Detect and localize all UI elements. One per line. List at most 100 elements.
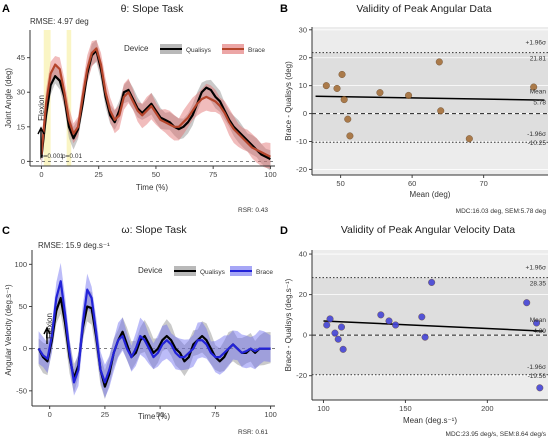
- panel-a-flexion-arrow: [37, 126, 45, 158]
- panel-letter-c: C: [2, 225, 10, 237]
- panel-b-lower-name: -1.96σ: [527, 131, 546, 138]
- panel-a-pval-1: p=0.001: [40, 153, 64, 160]
- panel-a-xtick-label-2: 50: [152, 170, 160, 179]
- panel-a-xlabel: Time (%): [136, 183, 168, 192]
- panel-c-flexion-label: Flexion: [45, 313, 54, 339]
- panel-d-ytick-label-0: -20: [296, 371, 307, 380]
- panel-d-point-7: [385, 317, 393, 325]
- panel-letter-a: A: [2, 3, 10, 15]
- panel-d-point-2: [331, 329, 339, 337]
- panel-c-title: ω: Slope Task: [121, 224, 187, 236]
- panel-a-xtick-label-1: 25: [95, 170, 103, 179]
- panel-d-footer: MDC:23.95 deg/s, SEM:8.64 deg/s: [446, 431, 547, 438]
- panel-c-ytick-label-0: -50: [16, 386, 27, 395]
- panel-b-point-2: [338, 70, 346, 78]
- panel-b-point-5: [346, 132, 354, 140]
- panel-a-legend-qualisys: Qualisys: [186, 47, 212, 54]
- panel-b-xtick-label-1: 60: [408, 179, 416, 188]
- panel-a-band-brace: [41, 40, 271, 169]
- panel-b-ytick-label-4: 20: [299, 53, 307, 62]
- panel-c-ytick-label-2: 50: [19, 302, 27, 311]
- panel-c-ylabel: Angular Velocity (deg.s⁻¹): [4, 284, 13, 376]
- panel-d-point-3: [334, 335, 342, 343]
- panel-d-point-5: [339, 345, 347, 353]
- panel-b-lower-value: -10.25: [528, 140, 547, 147]
- panel-c: C ω: Slope Task RMSE: 15.9 deg.s⁻¹ 0 25 50…: [2, 224, 277, 436]
- panel-d-xtick-label-0: 100: [317, 404, 330, 413]
- panel-b-point-3: [340, 96, 348, 104]
- panel-a-marks: 0 25 50 75 100 0 15 30 45: [17, 30, 277, 179]
- panel-c-xtick-label-1: 25: [101, 410, 109, 419]
- panel-a-xtick-label-4: 100: [264, 170, 277, 179]
- panel-a-title: θ: Slope Task: [121, 3, 185, 15]
- panel-d-upper-name: +1.96σ: [526, 265, 546, 272]
- panel-a-rmse: RMSE: 4.97 deg: [30, 17, 89, 26]
- panel-b-point-1: [333, 84, 341, 92]
- panel-letter-b: B: [280, 3, 288, 15]
- panel-b-xtick-label-2: 70: [479, 179, 487, 188]
- panel-d-mean-value: 4.39: [533, 328, 546, 335]
- panel-c-band-brace: [38, 262, 271, 398]
- panel-c-marks: 0 25 50 75 100 -50 0 50 100: [14, 250, 277, 419]
- panel-a-band-qualisys: [41, 39, 271, 171]
- panel-c-xtick-label-3: 75: [211, 410, 219, 419]
- panel-b-ytick-label-5: 30: [299, 25, 307, 34]
- panel-a-ytick-label-1: 15: [17, 122, 25, 131]
- panel-a-flexion-label: Flexion: [37, 95, 46, 121]
- panel-a-xtick-label-3: 75: [209, 170, 217, 179]
- panel-b-regression-line: [315, 95, 545, 101]
- panel-d-point-6: [377, 311, 385, 319]
- panel-b-upper-value: 21.81: [530, 56, 547, 63]
- panel-d-ytick-label-1: 0: [303, 331, 307, 340]
- panel-d-point-10: [421, 333, 429, 341]
- panel-b-footer: MDC:16.03 deg, SEM:5.78 deg: [456, 208, 547, 215]
- panel-d-ytick-label-3: 40: [299, 250, 307, 259]
- panel-a-legend-title: Device: [124, 44, 149, 53]
- panel-a-ytick-label-3: 45: [17, 53, 25, 62]
- panel-b-point-4: [344, 115, 352, 123]
- panel-a-legend-brace: Brace: [248, 47, 265, 54]
- panel-c-ytick-label-3: 100: [14, 260, 27, 269]
- panel-d-ytick-label-2: 20: [299, 290, 307, 299]
- panel-d-xtick-label-1: 150: [399, 404, 412, 413]
- panel-d-title: Validity of Peak Angular Velocity Data: [341, 224, 515, 236]
- panel-b-upper-name: +1.96σ: [526, 40, 546, 47]
- panel-b-point-8: [435, 58, 443, 66]
- panel-c-line-brace: [37, 280, 271, 384]
- panel-b-lower-region: [312, 142, 548, 175]
- panel-d-point-8: [392, 321, 400, 329]
- panel-c-xtick-label-4: 100: [264, 410, 277, 419]
- panel-d: D Validity of Peak Angular Velocity Data…: [280, 224, 548, 438]
- panel-a-rsr: RSR: 0.43: [238, 207, 268, 214]
- panel-d-lower-value: -19.56: [528, 373, 547, 380]
- panel-a-highlight-1: [66, 30, 72, 166]
- panel-b: B Validity of Peak Angular Data +1.96σ 21…: [280, 3, 548, 215]
- panel-a-ytick-label-0: 0: [21, 157, 25, 166]
- panel-d-mean-name: Mean: [530, 317, 547, 324]
- panel-d-point-14: [536, 384, 544, 392]
- panel-b-point-6: [376, 89, 384, 97]
- panel-d-point-1: [326, 315, 334, 323]
- panel-d-xlabel: Mean (deg.s⁻¹): [403, 416, 457, 425]
- panel-c-xlabel: Time (%): [138, 412, 170, 421]
- panel-b-ytick-label-2: 0: [303, 109, 307, 118]
- panel-b-point-10: [465, 135, 473, 143]
- panel-a-pval-2: p=0.01: [62, 153, 82, 160]
- panel-b-upper-region: [312, 27, 548, 53]
- panel-a-xtick-label-0: 0: [39, 170, 43, 179]
- panel-c-ytick-label-1: 0: [23, 344, 27, 353]
- panel-letter-d: D: [280, 225, 288, 237]
- panel-d-point-13: [533, 319, 541, 327]
- panel-c-flexion-arrow: [43, 326, 51, 344]
- panel-d-point-12: [523, 299, 531, 307]
- panel-d-ylabel: Brace - Qualisys (deg.s⁻¹): [284, 278, 293, 371]
- panel-b-title: Validity of Peak Angular Data: [356, 3, 491, 15]
- panel-d-xtick-label-2: 200: [481, 404, 494, 413]
- panel-c-legend-brace: Brace: [256, 269, 273, 276]
- panel-b-mean-value: 5.78: [533, 99, 546, 106]
- panel-a-ylabel: Joint Angle (deg): [4, 68, 13, 128]
- panel-d-upper-value: 28.35: [530, 281, 547, 288]
- panel-b-point-9: [437, 107, 445, 115]
- panel-d-lower-region: [312, 374, 548, 400]
